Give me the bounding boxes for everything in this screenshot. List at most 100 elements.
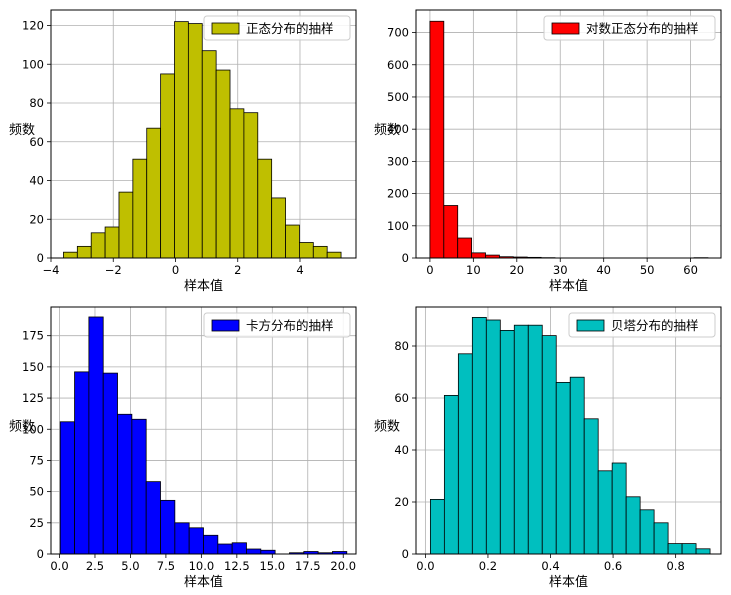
histogram-bar bbox=[429, 20, 445, 259]
y-tick-label: 500 bbox=[387, 90, 409, 104]
histogram-bar bbox=[485, 319, 501, 555]
legend-swatch bbox=[211, 319, 240, 332]
x-tick-label: 0.6 bbox=[604, 559, 622, 573]
histogram-bar bbox=[527, 324, 543, 555]
legend-label: 对数正态分布的抽样 bbox=[586, 21, 699, 36]
histogram-bar bbox=[443, 394, 459, 555]
y-tick-label: 40 bbox=[394, 443, 409, 457]
y-tick-label: 100 bbox=[22, 57, 44, 71]
axes-frame bbox=[415, 306, 722, 555]
histogram-bar bbox=[217, 543, 233, 555]
x-tick-label: 17.5 bbox=[295, 559, 321, 573]
histogram-bar bbox=[695, 548, 711, 555]
x-tick-label: 0.4 bbox=[541, 559, 559, 573]
x-tick-label: 60 bbox=[683, 263, 698, 277]
histogram-bar bbox=[243, 112, 259, 259]
y-tick-label: 0 bbox=[402, 251, 409, 265]
y-tick-label: 80 bbox=[29, 96, 44, 110]
histogram-bar bbox=[541, 335, 557, 555]
histogram-bar bbox=[583, 418, 599, 555]
y-tick-label: 0 bbox=[37, 547, 44, 561]
histogram-bar bbox=[59, 421, 75, 555]
axes-frame bbox=[50, 306, 357, 555]
x-axis-label: 样本值 bbox=[549, 574, 588, 590]
legend-swatch bbox=[211, 22, 240, 35]
histogram-bar bbox=[457, 237, 473, 259]
legend-box bbox=[203, 312, 351, 338]
legend-box bbox=[543, 15, 716, 41]
chart-panel-3: 0.0 2.5 5.0 7.5 10.0 12.5 15.0 17.5 20.0 0 25 50 75 1… bbox=[9, 306, 357, 590]
histogram-bar bbox=[681, 543, 697, 555]
legend: 贝塔分布的抽样 bbox=[568, 312, 716, 338]
histogram-bar bbox=[174, 21, 189, 259]
histogram-bar bbox=[471, 316, 487, 555]
histogram-bar bbox=[117, 413, 133, 555]
y-tick-label: 100 bbox=[22, 422, 44, 436]
histogram-bar bbox=[187, 23, 203, 259]
axes-frame bbox=[415, 9, 722, 259]
x-axis-label: 样本值 bbox=[184, 574, 223, 590]
y-tick-label: 80 bbox=[394, 339, 409, 353]
x-tick-label: 0.0 bbox=[416, 559, 434, 573]
chart-panel-2: 0 10 20 30 40 50 600100200300400500600700样本值频数… bbox=[374, 9, 722, 294]
y-tick-label: 20 bbox=[29, 212, 44, 226]
y-axis-label: 频数 bbox=[374, 420, 400, 435]
y-axis-label: 频数 bbox=[9, 123, 35, 138]
x-tick-label: 0 bbox=[172, 263, 179, 277]
histogram-bar bbox=[160, 499, 176, 555]
y-tick-label: 60 bbox=[394, 391, 409, 405]
x-tick-label: 50 bbox=[640, 263, 655, 277]
histogram-bar bbox=[260, 549, 276, 555]
x-tick-label: 2 bbox=[234, 263, 241, 277]
histogram-bar bbox=[499, 329, 515, 555]
x-tick-label: 0 bbox=[426, 263, 433, 277]
x-tick-label: 5.0 bbox=[121, 559, 139, 573]
histogram-bar bbox=[639, 509, 655, 555]
y-tick-label: 20 bbox=[394, 495, 409, 509]
histogram-bar bbox=[146, 127, 162, 259]
y-tick-label: 60 bbox=[29, 135, 44, 149]
x-tick-label: 4 bbox=[296, 263, 303, 277]
y-tick-label: 50 bbox=[29, 485, 44, 499]
legend-box bbox=[203, 15, 351, 41]
x-tick-label: 30 bbox=[553, 263, 568, 277]
y-tick-label: 0 bbox=[37, 251, 44, 265]
histogram-bar bbox=[131, 418, 147, 555]
histogram-bar bbox=[118, 191, 134, 259]
x-tick-label: 2.5 bbox=[86, 559, 104, 573]
legend-swatch bbox=[551, 22, 580, 35]
histogram-bar bbox=[667, 543, 683, 555]
legend-label: 卡方分布的抽样 bbox=[246, 318, 334, 333]
histogram-bar bbox=[132, 158, 148, 259]
histogram-bar bbox=[299, 242, 314, 259]
x-tick-label: −4 bbox=[43, 263, 60, 277]
x-tick-label: 40 bbox=[596, 263, 611, 277]
y-tick-label: 400 bbox=[387, 122, 409, 136]
x-tick-label: 20.0 bbox=[330, 559, 356, 573]
y-tick-label: 120 bbox=[22, 19, 44, 33]
histogram-bar bbox=[88, 316, 104, 555]
x-tick-label: 0.8 bbox=[666, 559, 684, 573]
y-axis-label: 频数 bbox=[374, 123, 400, 138]
x-tick-label: 12.5 bbox=[224, 559, 250, 573]
histogram-bar bbox=[653, 522, 669, 555]
y-tick-label: 25 bbox=[29, 516, 44, 530]
y-tick-label: 600 bbox=[387, 58, 409, 72]
histogram-bar bbox=[597, 470, 613, 555]
histogram-bar bbox=[174, 522, 190, 555]
x-tick-label: 10.0 bbox=[189, 559, 215, 573]
legend-label: 贝塔分布的抽样 bbox=[611, 318, 699, 333]
histogram-bar bbox=[63, 251, 78, 259]
histogram-bar bbox=[471, 252, 486, 259]
histogram-bar bbox=[229, 108, 245, 259]
histogram-bar bbox=[160, 73, 175, 259]
histogram-bar bbox=[611, 462, 627, 555]
x-tick-label: −2 bbox=[105, 263, 122, 277]
histogram-bar bbox=[215, 69, 231, 259]
legend: 对数正态分布的抽样 bbox=[543, 15, 716, 41]
x-tick-label: 15.0 bbox=[259, 559, 285, 573]
histogram-bar bbox=[312, 245, 328, 259]
histogram-bar bbox=[443, 205, 459, 259]
axes-frame bbox=[50, 9, 357, 259]
legend: 正态分布的抽样 bbox=[203, 15, 351, 41]
